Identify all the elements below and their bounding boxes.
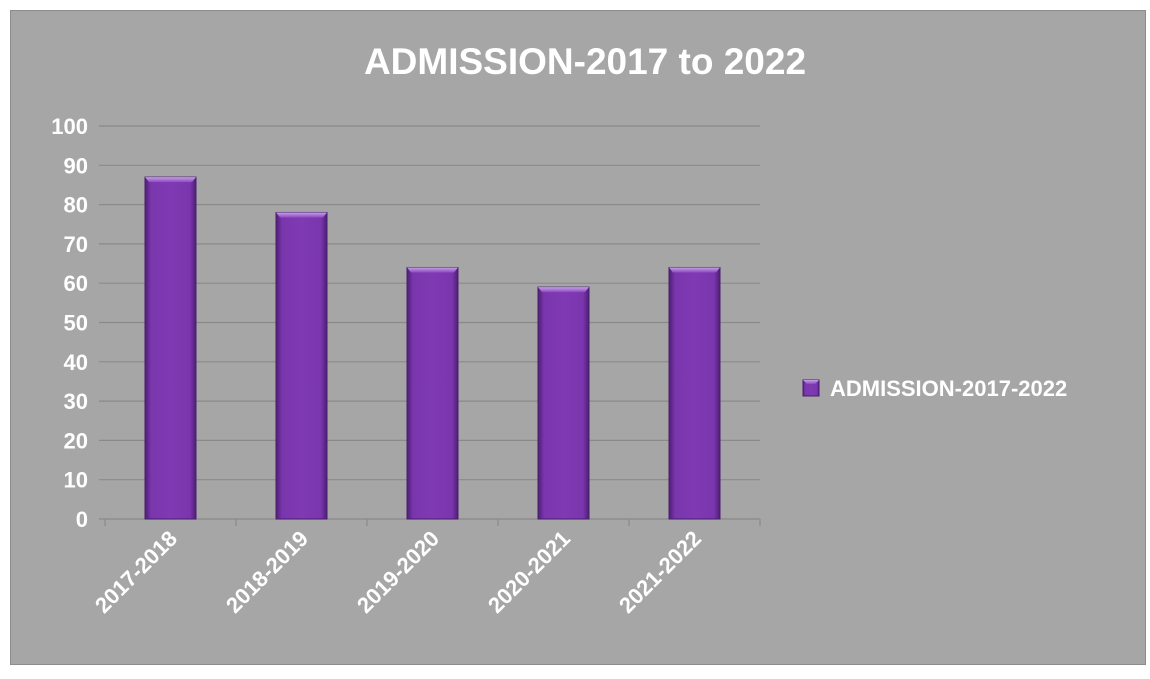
y-tick-label: 100: [51, 114, 88, 139]
x-tick-label: 2019-2020: [352, 526, 444, 618]
bar: [406, 266, 459, 520]
bar: [537, 286, 590, 520]
x-axis-ticks: 2017-2018 2018-2019 2019-2020 2020-2021 2021…: [90, 526, 706, 618]
legend-swatch-bevel: [803, 380, 819, 384]
x-tick-label: 2017-2018: [90, 526, 182, 618]
bar: [144, 176, 197, 520]
y-tick-label: 80: [64, 193, 88, 218]
y-tick-label: 50: [64, 311, 88, 336]
y-tick-label: 0: [76, 507, 88, 532]
bar-bevel: [669, 267, 720, 273]
bar-bevel: [145, 177, 196, 183]
bars: [144, 176, 721, 520]
x-tick-label: 2020-2021: [483, 526, 575, 618]
y-axis-ticks: 0 10 20 30 40 50 60 70 80 90 100: [51, 114, 88, 532]
y-tick-label: 30: [64, 389, 88, 414]
bar-bevel: [276, 212, 327, 218]
bar: [275, 211, 328, 520]
legend: ADMISSION-2017-2022: [802, 376, 1067, 401]
y-tick-label: 40: [64, 350, 88, 375]
y-tick-label: 60: [64, 271, 88, 296]
bar-bevel: [538, 287, 589, 293]
y-tick-label: 90: [64, 153, 88, 178]
x-tick-label: 2018-2019: [221, 526, 313, 618]
y-tick-label: 70: [64, 232, 88, 257]
gridlines: [99, 125, 761, 526]
y-tick-label: 10: [64, 468, 88, 493]
legend-label: ADMISSION-2017-2022: [830, 376, 1067, 401]
chart-title: ADMISSION-2017 to 2022: [364, 41, 806, 82]
y-tick-label: 20: [64, 428, 88, 453]
x-tick-label: 2021-2022: [614, 526, 706, 618]
bar: [668, 266, 721, 520]
bar-bevel: [407, 267, 458, 273]
